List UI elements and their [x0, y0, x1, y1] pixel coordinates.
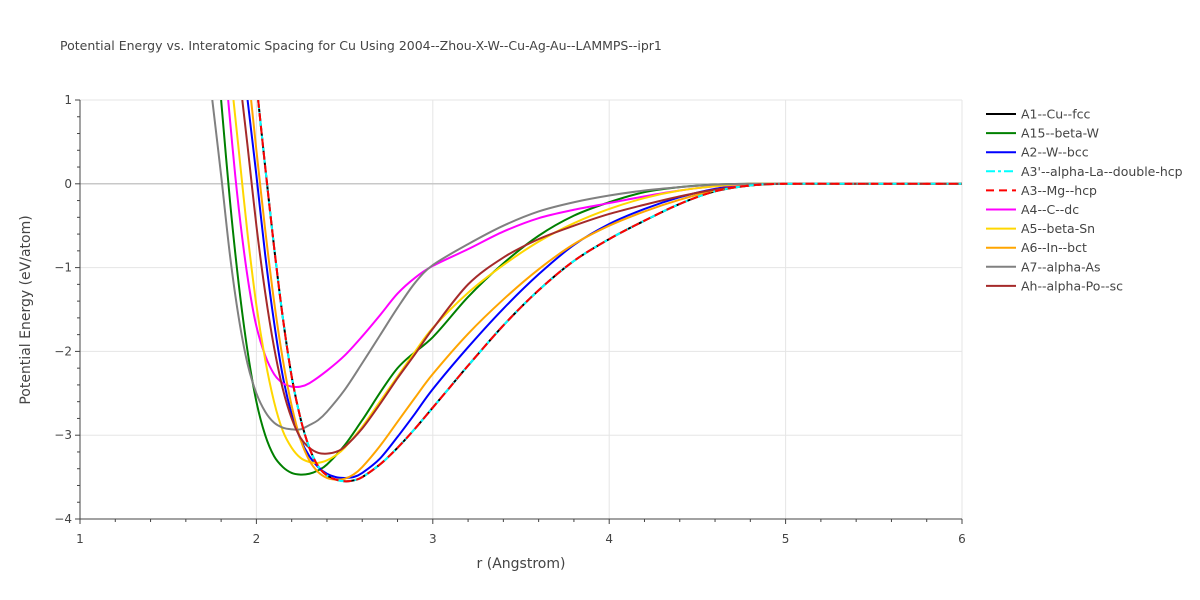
legend-item-a7-alpha-as[interactable]: A7--alpha-As: [986, 259, 1100, 274]
legend-item-a3-alpha-la-double-hcp[interactable]: A3'--alpha-La--double-hcp: [986, 164, 1183, 179]
y-tick-label: −4: [54, 512, 72, 526]
x-tick-label: 4: [605, 532, 613, 546]
legend-label: A5--beta-Sn: [1021, 221, 1095, 236]
legend-item-a2-w-bcc[interactable]: A2--W--bcc: [986, 145, 1089, 160]
y-tick-label: 1: [64, 93, 72, 107]
y-tick-label: −3: [54, 428, 72, 442]
legend-label: A4--C--dc: [1021, 202, 1079, 217]
legend-label: A3'--alpha-La--double-hcp: [1021, 164, 1183, 179]
tick-labels: 1 2 3 4 5 6 1 0 −1 −2 −3 −4: [54, 93, 966, 546]
legend-label: A2--W--bcc: [1021, 145, 1089, 160]
legend[interactable]: A1--Cu--fcc A15--beta-W A2--W--bcc A3'--alp…: [986, 107, 1183, 294]
y-axis-title: Potential Energy (eV/atom): [18, 215, 34, 404]
grid: [80, 99, 963, 519]
y-tick-label: −2: [54, 344, 72, 358]
legend-label: A7--alpha-As: [1021, 259, 1100, 274]
legend-item-a4-c-dc[interactable]: A4--C--dc: [986, 202, 1079, 217]
legend-label: A1--Cu--fcc: [1021, 107, 1090, 122]
x-tick-label: 2: [253, 532, 261, 546]
x-tick-label: 3: [429, 532, 437, 546]
legend-label: Ah--alpha-Po--sc: [1021, 278, 1123, 293]
legend-label: A6--In--bct: [1021, 240, 1087, 255]
x-tick-label: 5: [782, 532, 790, 546]
legend-item-a6-in-bct[interactable]: A6--In--bct: [986, 240, 1087, 255]
series-line-a3-alpha-la-double-hcp: [257, 100, 962, 483]
legend-label: A15--beta-W: [1021, 126, 1099, 141]
series-line-a6-in-bct: [250, 100, 962, 481]
y-tick-label: −1: [54, 261, 72, 275]
x-tick-label: 1: [76, 532, 84, 546]
legend-item-a3-mg-hcp[interactable]: A3--Mg--hcp: [986, 183, 1097, 198]
series-line-a5-beta-sn: [232, 100, 962, 464]
series-line-a3-mg-hcp: [257, 100, 962, 483]
legend-item-a1-cu-fcc[interactable]: A1--Cu--fcc: [986, 107, 1090, 122]
legend-item-a15-beta-w[interactable]: A15--beta-W: [986, 126, 1099, 141]
series-layer: [211, 100, 962, 483]
x-tick-label: 6: [958, 532, 966, 546]
legend-item-a5-beta-sn[interactable]: A5--beta-Sn: [986, 221, 1095, 236]
series-line-ah-alpha-po-sc: [241, 100, 962, 455]
axes: [75, 99, 963, 524]
chart-title: Potential Energy vs. Interatomic Spacing…: [60, 38, 662, 53]
series-line-a7-alpha-as: [211, 100, 962, 431]
legend-label: A3--Mg--hcp: [1021, 183, 1097, 198]
y-tick-label: 0: [64, 177, 72, 191]
x-axis-title: r (Angstrom): [477, 556, 566, 572]
legend-item-ah-alpha-po-sc[interactable]: Ah--alpha-Po--sc: [986, 278, 1123, 293]
